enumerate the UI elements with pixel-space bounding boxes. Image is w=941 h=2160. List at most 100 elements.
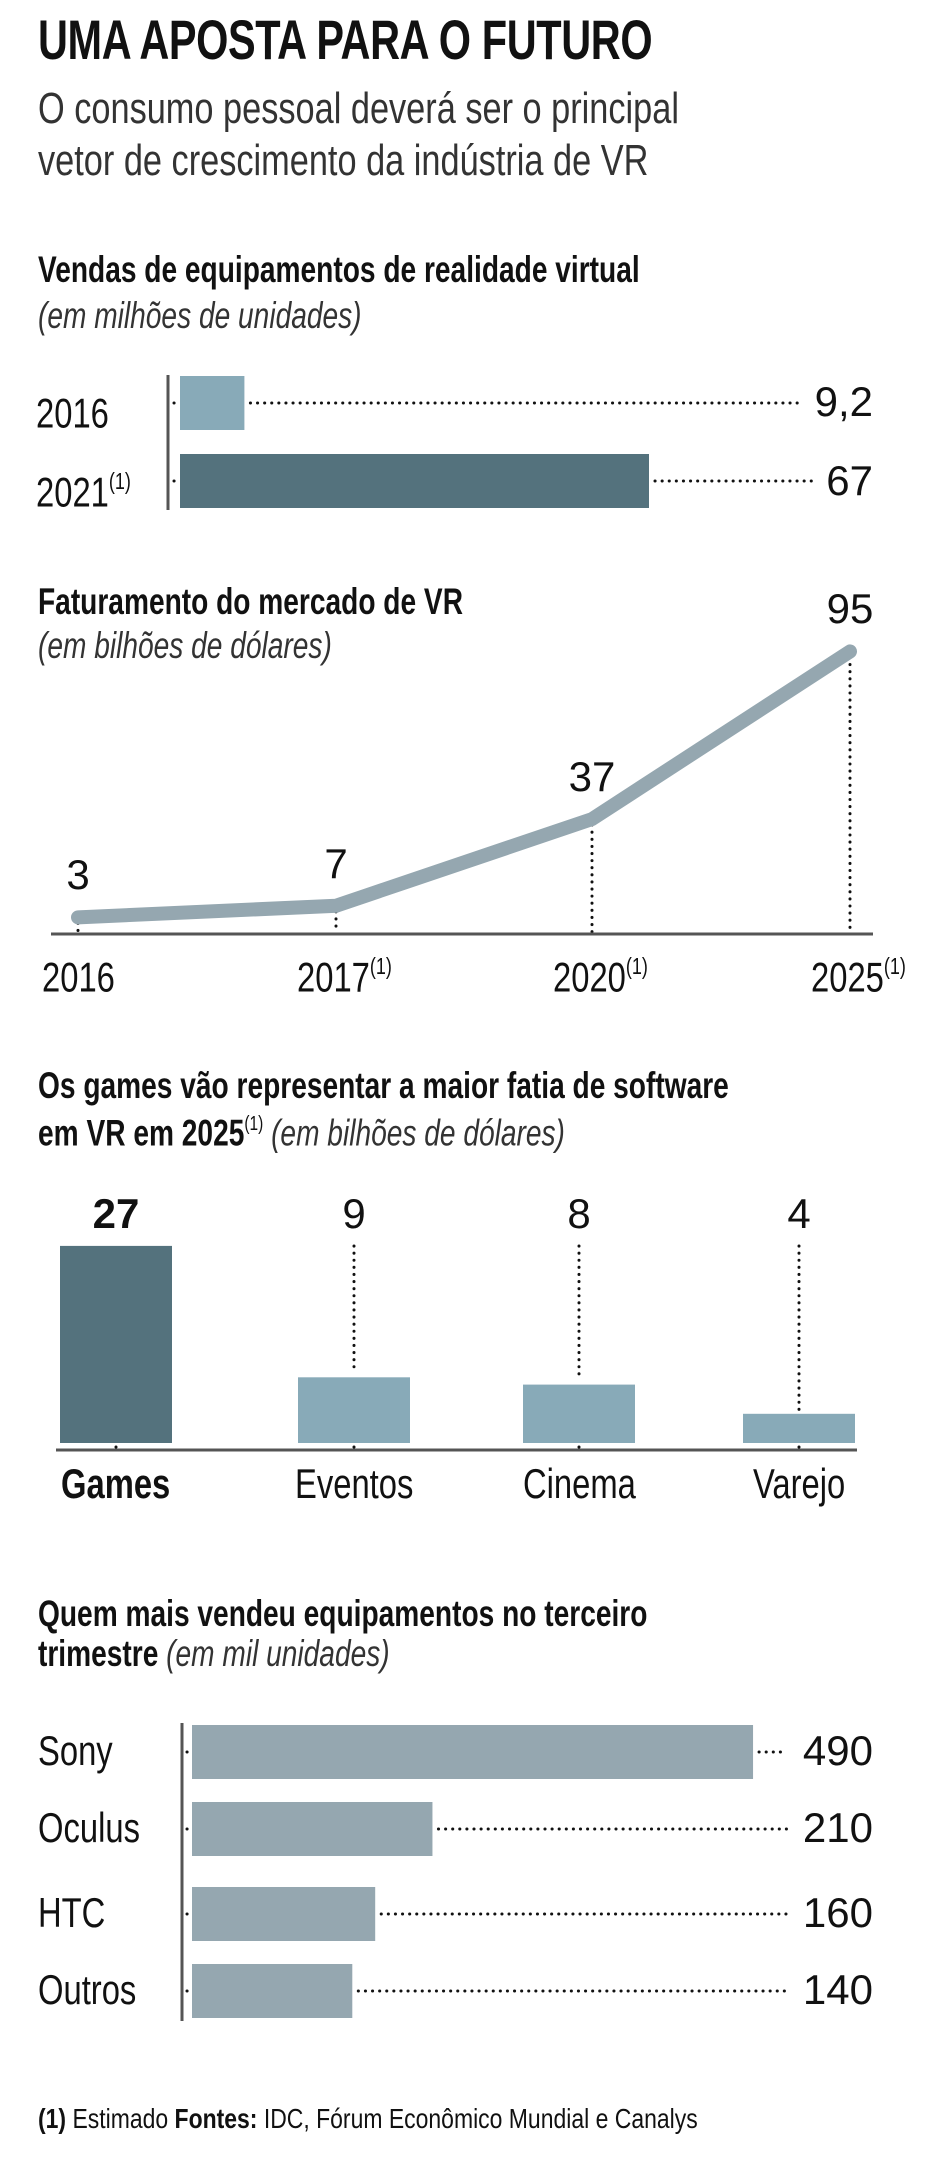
- footnote-marker: (1): [244, 1113, 264, 1135]
- chart4-title-text: Quem mais vendeu equipamentos no terceir…: [38, 1593, 648, 1634]
- chart2-x-label: 2016: [42, 944, 135, 999]
- chart3-value-label-value: 27: [92, 1190, 140, 1237]
- chart1-title: Vendas de equipamentos de realidade virt…: [38, 250, 830, 290]
- category-text: 2021: [36, 468, 109, 516]
- chart4-bar: [192, 1725, 754, 1779]
- footer-sources-label: Fontes:: [174, 2103, 258, 2134]
- chart3-category-label-value: Varejo: [752, 1460, 846, 1507]
- chart3-value-label: 4: [787, 1192, 810, 1236]
- chart3-category-label-text: Cinema: [523, 1462, 636, 1506]
- chart1-category-label: 2021(1): [36, 459, 158, 514]
- chart3-value-label-text: 8: [567, 1192, 590, 1236]
- chart2-x-label-value: 2016: [41, 953, 115, 1001]
- chart3-value-label: 27: [93, 1192, 140, 1236]
- chart1-title-text: Vendas de equipamentos de realidade virt…: [38, 249, 640, 290]
- chart1-subtitle-text: (em milhões de unidades): [38, 295, 362, 336]
- chart2-x-label: 2025(1): [811, 944, 933, 999]
- chart4-value-label: 140: [803, 1968, 873, 2012]
- footnote-marker: (1): [883, 953, 906, 979]
- chart4-value-label: 490: [803, 1729, 873, 1773]
- chart3-value-label: 8: [567, 1192, 590, 1236]
- chart4-title-line2: trimestre (em mil unidades): [38, 1634, 501, 1674]
- chart2-title: Faturamento do mercado de VR: [38, 582, 597, 622]
- value-text: 67: [826, 457, 873, 504]
- chart2-x-label-text: 2020(1): [553, 944, 648, 999]
- chart2-x-label-value: 2025: [810, 953, 884, 1001]
- chart1-bar: [180, 454, 649, 508]
- chart4-value-label: 160: [803, 1891, 873, 1935]
- footer-note: (1) Estimado Fontes: IDC, Fórum Econômic…: [38, 2104, 843, 2134]
- page-title-text: UMA APOSTA PARA O FUTURO: [38, 8, 653, 71]
- chart2-series-line: [71, 644, 857, 925]
- chart3-value-label-value: 9: [342, 1190, 366, 1237]
- chart2-value-label: 37: [569, 755, 616, 799]
- chart4-category-label-value: Sony: [38, 1727, 113, 1774]
- chart4-category-label: HTC: [38, 1891, 124, 1935]
- footnote-marker: (1): [108, 468, 131, 494]
- chart4-category-label-value: Oculus: [38, 1804, 140, 1851]
- chart4-category-label: Outros: [38, 1968, 164, 2012]
- chart2-x-label-text: 2016: [42, 944, 115, 999]
- chart4-bar: [192, 1887, 376, 1941]
- chart2-value-label-value: 95: [826, 585, 874, 633]
- chart2-value-label-value: 7: [324, 839, 348, 887]
- chart4-title-line1: Quem mais vendeu equipamentos no terceir…: [38, 1594, 840, 1634]
- chart2-value-label-text: 37: [569, 755, 616, 799]
- chart3-title-line1: Os games vão representar a maior fatia d…: [38, 1066, 941, 1106]
- chart3-category-label-value: Eventos: [294, 1460, 414, 1507]
- chart3-title-text: em VR em 2025: [38, 1112, 245, 1154]
- chart1-bar: [180, 376, 245, 430]
- chart3-category-label: Varejo: [753, 1462, 871, 1506]
- chart3-value-label: 9: [342, 1192, 365, 1236]
- chart3-category-label: Games: [61, 1462, 201, 1506]
- chart2-x-label-text: 2017(1): [297, 944, 392, 999]
- chart3-category-label-text: Games: [61, 1462, 170, 1506]
- chart4-value-label-value: 160: [802, 1889, 873, 1936]
- chart4-category-label: Oculus: [38, 1806, 169, 1850]
- footer-note-marker: (1): [38, 2103, 67, 2134]
- footer-note-text: Estimado: [72, 2103, 169, 2134]
- chart2-value-label: 7: [324, 839, 348, 887]
- footer-sources-text: IDC, Fórum Econômico Mundial e Canalys: [263, 2103, 698, 2134]
- chart2-value-label: 95: [827, 587, 874, 631]
- chart4-category-label-text: HTC: [38, 1891, 105, 1935]
- value-text: 9,2: [814, 378, 873, 425]
- chart4-value-label-text: 490: [803, 1729, 873, 1773]
- chart3-category-label: Eventos: [295, 1462, 447, 1506]
- chart4-value-label-value: 140: [802, 1966, 873, 2013]
- chart2-subtitle: (em bilhões de dólares): [38, 626, 425, 666]
- page-subtitle-line2: vetor de crescimento da indústria de VR: [38, 136, 821, 186]
- chart3-bar: [60, 1245, 172, 1443]
- chart2-value-label-text: 3: [66, 853, 89, 897]
- page-subtitle-text: vetor de crescimento da indústria de VR: [38, 136, 649, 185]
- footnote-marker: (1): [625, 953, 648, 979]
- chart3-value-label-text: 4: [787, 1192, 810, 1236]
- page-title: UMA APOSTA PARA O FUTURO: [38, 12, 868, 68]
- chart4-category-label: Sony: [38, 1729, 134, 1773]
- chart2-x-label-value: 2020: [552, 953, 626, 1001]
- chart2-value-label-value: 3: [66, 851, 90, 899]
- chart4-value-label-value: 490: [802, 1727, 873, 1774]
- chart2-value-label-value: 37: [568, 753, 616, 801]
- chart3-subtitle-text: (em bilhões de dólares): [271, 1112, 565, 1154]
- chart4-value-label-text: 160: [803, 1891, 873, 1935]
- chart3-bar: [523, 1384, 635, 1443]
- chart2-x-label: 2020(1): [553, 944, 675, 999]
- chart3-title-text: Os games vão representar a maior fatia d…: [38, 1065, 729, 1106]
- chart2-x-label-text: 2025(1): [811, 944, 906, 999]
- chart2-x-label-value: 2017: [296, 953, 370, 1001]
- chart3-category-label: Cinema: [523, 1462, 668, 1506]
- chart4-title-text: trimestre: [38, 1633, 159, 1674]
- chart4-category-label-value: Outros: [38, 1966, 137, 2013]
- chart3-bar: [743, 1413, 855, 1443]
- chart3-value-label-text: 9: [342, 1192, 365, 1236]
- chart2-value-label-text: 7: [324, 839, 348, 887]
- chart1-subtitle: (em milhões de unidades): [38, 296, 464, 336]
- chart3-category-label-text: Eventos: [295, 1462, 413, 1506]
- chart4-bar: [192, 1802, 433, 1856]
- chart4-value-label-value: 210: [802, 1804, 873, 1851]
- chart3-title-line2: em VR em 2025(1) (em bilhões de dólares): [38, 1104, 731, 1153]
- chart1-value-label: 67: [826, 459, 873, 503]
- chart4-category-label-text: Sony: [38, 1729, 113, 1773]
- footnote-marker: (1): [369, 953, 392, 979]
